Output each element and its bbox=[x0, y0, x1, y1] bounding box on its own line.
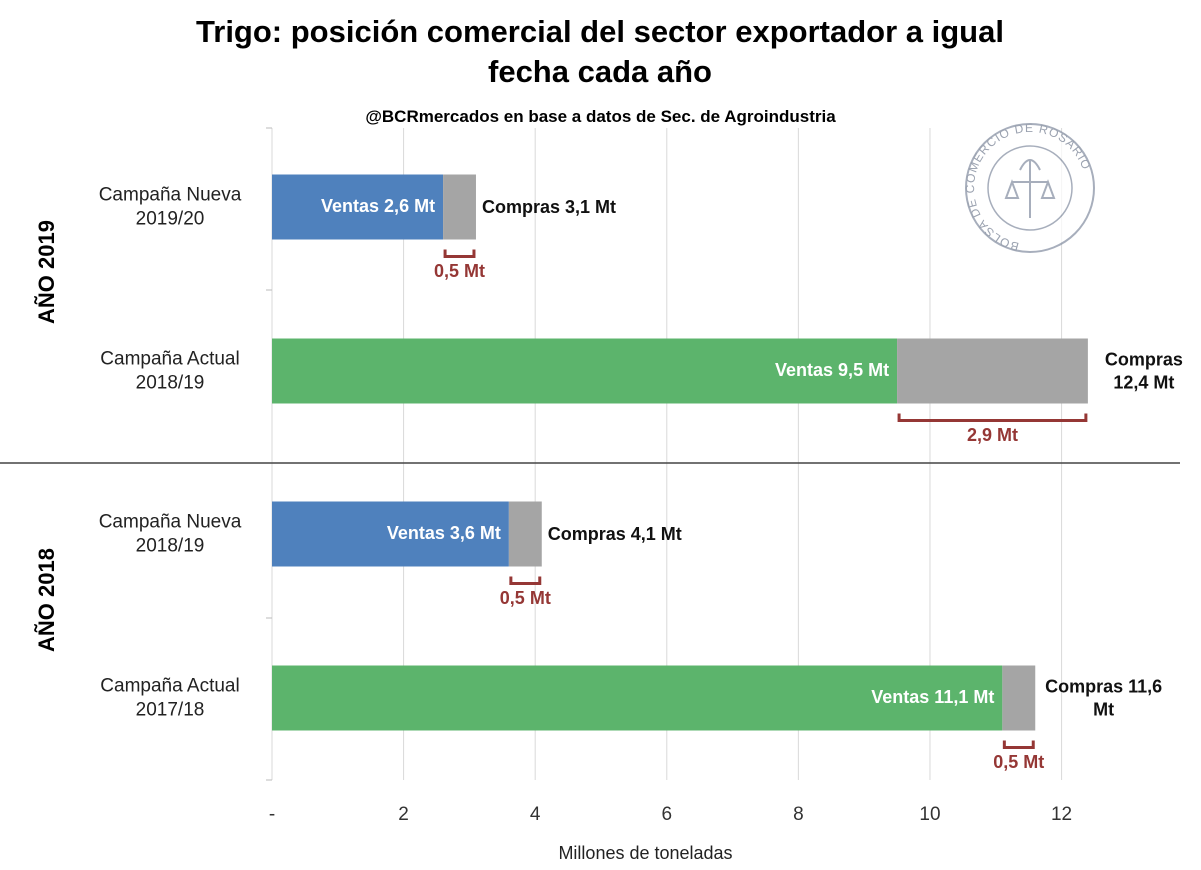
bar-ventas bbox=[272, 338, 898, 404]
difference-bracket bbox=[509, 576, 542, 585]
difference-label: 0,5 Mt bbox=[993, 751, 1045, 772]
bar-value-label: Ventas 2,6 Mt bbox=[321, 196, 436, 216]
x-tick-label: 12 bbox=[1050, 804, 1073, 825]
group-label: AÑO 2019 bbox=[34, 220, 59, 324]
difference-label: 0,5 Mt bbox=[499, 587, 551, 608]
difference-label: 2,9 Mt bbox=[966, 424, 1018, 445]
x-tick-label: 2 bbox=[398, 804, 409, 825]
bar-ventas bbox=[272, 665, 1003, 731]
difference-bracket bbox=[1002, 740, 1035, 749]
bar-ventas bbox=[272, 174, 444, 240]
x-tick-label: 6 bbox=[661, 804, 673, 825]
x-tick-label: 10 bbox=[919, 804, 941, 825]
total-label: Compras 3,1 Mt bbox=[481, 196, 617, 217]
logo-ring-inner bbox=[987, 145, 1073, 231]
difference-bracket bbox=[443, 249, 476, 258]
bar-diferencia bbox=[443, 174, 476, 240]
difference-label: 0,5 Mt bbox=[434, 260, 486, 281]
total-label: Compras 4,1 Mt bbox=[547, 523, 682, 544]
bar-diferencia bbox=[1002, 665, 1036, 731]
chart-title: Trigo: posición comercial del sector exp… bbox=[196, 14, 1004, 90]
difference-bracket bbox=[897, 413, 1088, 422]
category-label: Campaña Nueva 2019/20 bbox=[98, 184, 242, 229]
total-label: Compras 11,6 Mt bbox=[1045, 676, 1163, 720]
chart-subtitle: @BCRmercados en base a datos de Sec. de … bbox=[365, 107, 836, 126]
x-tick-label: 8 bbox=[793, 804, 804, 825]
bar-ventas bbox=[272, 501, 509, 567]
group-label: AÑO 2018 bbox=[34, 548, 59, 652]
bar-diferencia bbox=[897, 338, 1088, 404]
bar-diferencia bbox=[508, 501, 542, 567]
category-label: Campaña Actual 2017/18 bbox=[100, 675, 240, 720]
logo-emblem bbox=[1004, 159, 1056, 218]
x-tick-label: - bbox=[268, 804, 276, 825]
x-tick-label: 4 bbox=[529, 804, 541, 825]
category-label: Campaña Nueva 2018/19 bbox=[98, 511, 242, 556]
total-label: Compras 12,4 Mt bbox=[1104, 349, 1183, 393]
logo: BOLSA DE COMERCIO DE ROSARIO bbox=[963, 121, 1095, 254]
bar-value-label: Ventas 9,5 Mt bbox=[775, 360, 890, 380]
x-axis-label: Millones de toneladas bbox=[558, 843, 733, 863]
bar-value-label: Ventas 11,1 Mt bbox=[871, 687, 995, 707]
category-label: Campaña Actual 2018/19 bbox=[100, 348, 240, 393]
bar-value-label: Ventas 3,6 Mt bbox=[386, 523, 501, 543]
